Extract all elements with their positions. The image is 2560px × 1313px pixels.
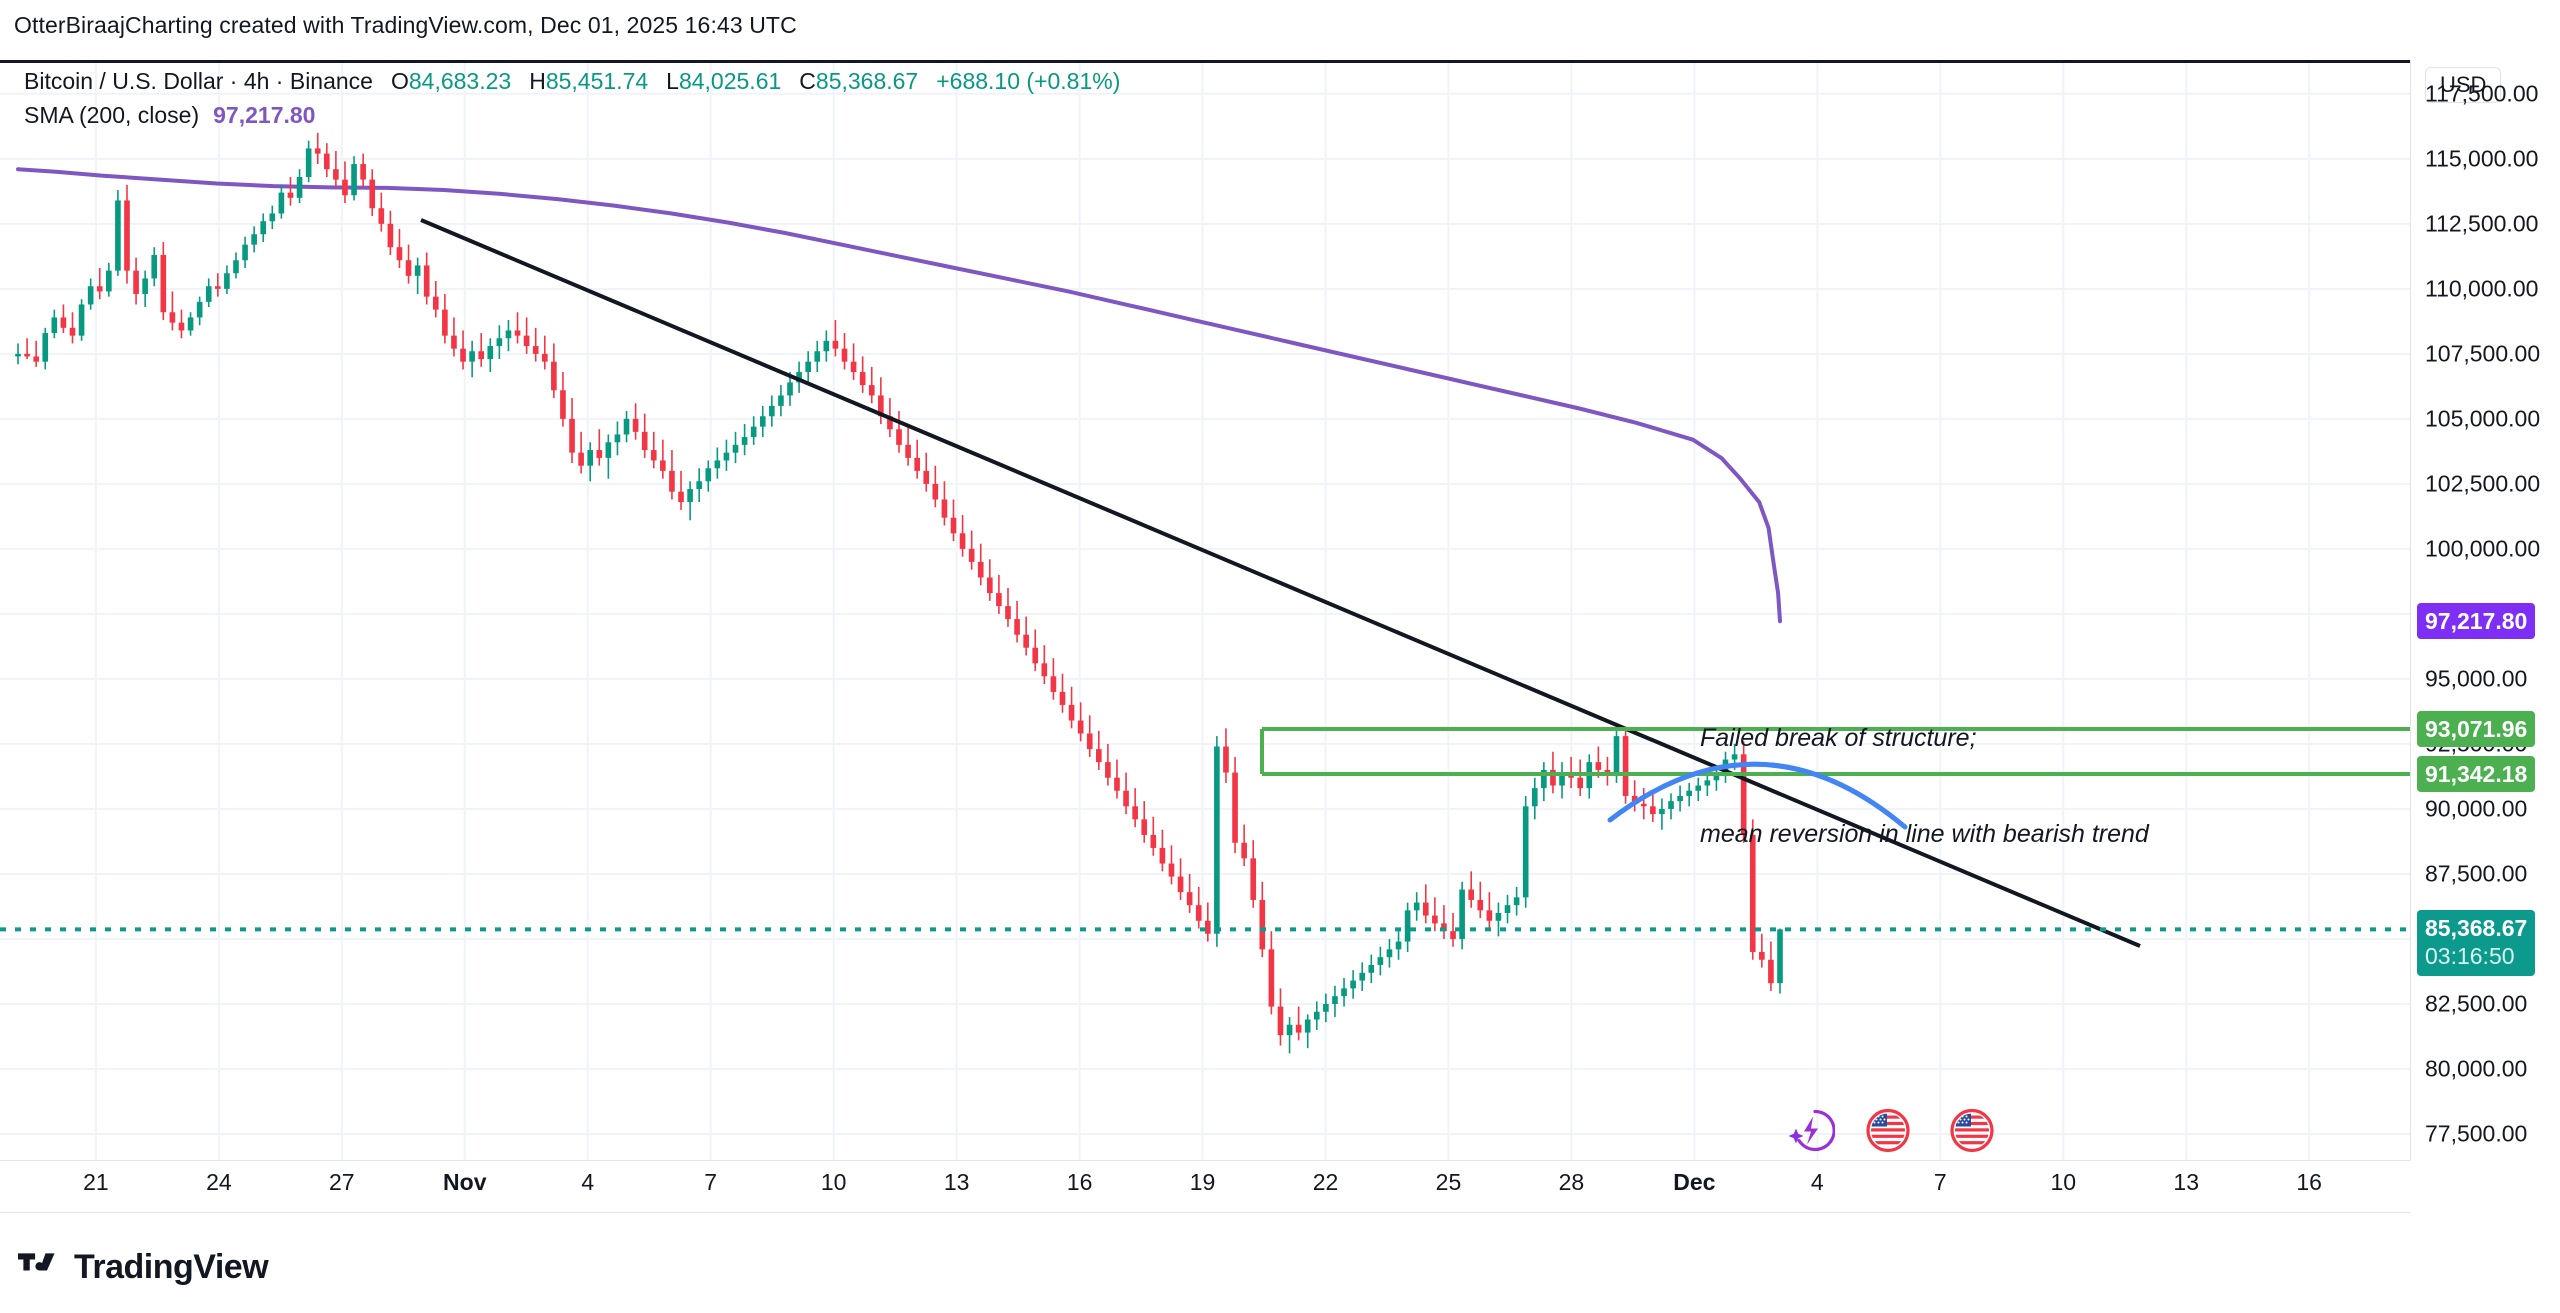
us-economic-event-icon-2[interactable] [1949, 1108, 1995, 1159]
candlestick-series [15, 132, 1783, 1054]
legend-separator-rule [0, 60, 2410, 63]
open-key: O [390, 68, 409, 94]
time-tick: Nov [443, 1169, 487, 1195]
tradingview-wordmark: TradingView [74, 1248, 269, 1286]
time-tick: 4 [1810, 1169, 1824, 1195]
close-value: 85,368.67 [815, 68, 919, 94]
badge-value: 97,217.80 [2425, 608, 2528, 635]
time-tick: Dec [1673, 1169, 1716, 1195]
time-tick: 10 [820, 1169, 847, 1195]
time-tick: 27 [329, 1169, 355, 1195]
time-tick: 25 [1435, 1169, 1462, 1195]
price-tick: 110,000.00 [2425, 275, 2539, 302]
time-tick: 7 [704, 1169, 718, 1195]
time-tick: 13 [943, 1169, 970, 1195]
indicator-value: 97,217.80 [213, 102, 316, 128]
time-tick: 13 [2173, 1169, 2199, 1195]
bar-countdown: 03:16:50 [2425, 943, 2515, 970]
time-tick: 28 [1558, 1169, 1585, 1195]
price-tick: 105,000.00 [2425, 405, 2541, 432]
price-tick: 102,500.00 [2425, 470, 2541, 497]
time-tick: 19 [1189, 1169, 1216, 1195]
open-value: 84,683.23 [408, 68, 512, 94]
price-tick: 115,000.00 [2425, 145, 2539, 172]
time-tick: 4 [581, 1169, 595, 1195]
symbol-title[interactable]: Bitcoin / U.S. Dollar · 4h · Binance [24, 68, 373, 94]
badge-value: 85,368.67 [2425, 915, 2528, 942]
price-tick: 90,000.00 [2425, 795, 2528, 822]
low-key: L [666, 68, 679, 94]
high-value: 85,451.74 [545, 68, 649, 94]
sma-price-badge[interactable]: 97,217.80 [2417, 603, 2536, 640]
price-tick: 107,500.00 [2425, 340, 2541, 367]
time-tick: 22 [1312, 1169, 1339, 1195]
price-tick: 95,000.00 [2425, 665, 2528, 692]
time-tick: 16 [2296, 1169, 2322, 1195]
low-value: 84,025.61 [678, 68, 782, 94]
chart-canvas[interactable] [0, 60, 2410, 1160]
sma-200-line [16, 167, 1782, 624]
close-key: C [799, 68, 816, 94]
price-tick: 117,500.00 [2425, 80, 2539, 107]
price-scale[interactable]: USD 117,500.00 115,000.00 112,500.00 110,00… [2410, 60, 2560, 1160]
resistance-lower-badge[interactable]: 91,342.18 [2417, 756, 2536, 793]
chart-legend: Bitcoin / U.S. Dollar · 4h · Binance O 84… [24, 66, 1120, 130]
chart-plot-area[interactable] [0, 60, 2410, 1160]
time-tick: 21 [83, 1169, 109, 1195]
price-tick: 77,500.00 [2425, 1120, 2528, 1147]
tradingview-mark-icon [18, 1252, 55, 1270]
high-key: H [529, 68, 546, 94]
ai-sparkle-lightning-icon [1788, 1109, 1836, 1152]
price-tick: 80,000.00 [2425, 1055, 2528, 1082]
chart-annotation[interactable]: Failed break of structure; mean reversio… [1700, 658, 2149, 914]
price-tick: 82,500.00 [2425, 990, 2528, 1017]
indicator-name[interactable]: SMA (200, close) [24, 102, 200, 128]
rounded-top-arc [1607, 761, 1908, 830]
badge-value: 93,071.96 [2425, 716, 2528, 743]
time-scale[interactable]: 21 24 27 Nov 4 7 10 13 16 19 22 25 28 Dec 4 7 10 13 16 [0, 1160, 2410, 1212]
tradingview-logo: TradingView [18, 1248, 269, 1287]
time-tick: 7 [1933, 1169, 1947, 1195]
grid-lines [0, 60, 2410, 1160]
price-tick: 87,500.00 [2425, 860, 2528, 887]
currency-pill[interactable]: USD [2425, 67, 2502, 103]
downtrend-line [420, 218, 2141, 948]
annotation-line-1: Failed break of structure; [1700, 724, 1977, 753]
last-price-badge[interactable]: 85,368.67 03:16:50 [2417, 910, 2536, 977]
us-flag-icon [1866, 1108, 1910, 1153]
time-scale-bottom-rule [0, 1212, 2410, 1213]
badge-value: 91,342.18 [2425, 761, 2528, 788]
time-tick: 10 [2050, 1169, 2077, 1195]
time-tick: 16 [1066, 1169, 1093, 1195]
us-flag-icon [1950, 1108, 1994, 1153]
price-change: +688.10 (+0.81%) [936, 68, 1121, 94]
attribution-text: OtterBiraajCharting created with Trading… [14, 12, 797, 38]
us-economic-event-icon-1[interactable] [1865, 1108, 1911, 1159]
symbol-ohlc-row[interactable]: Bitcoin / U.S. Dollar · 4h · Binance O 84… [24, 66, 1120, 96]
ai-event-icon[interactable] [1785, 1106, 1836, 1161]
price-tick: 112,500.00 [2425, 210, 2539, 237]
annotation-line-2: mean reversion in line with bearish tren… [1700, 820, 2149, 849]
resistance-upper-badge[interactable]: 93,071.96 [2417, 711, 2536, 748]
price-tick: 100,000.00 [2425, 535, 2541, 562]
indicator-row[interactable]: SMA (200, close) 97,217.80 [24, 100, 1120, 130]
time-tick: 24 [206, 1169, 232, 1195]
